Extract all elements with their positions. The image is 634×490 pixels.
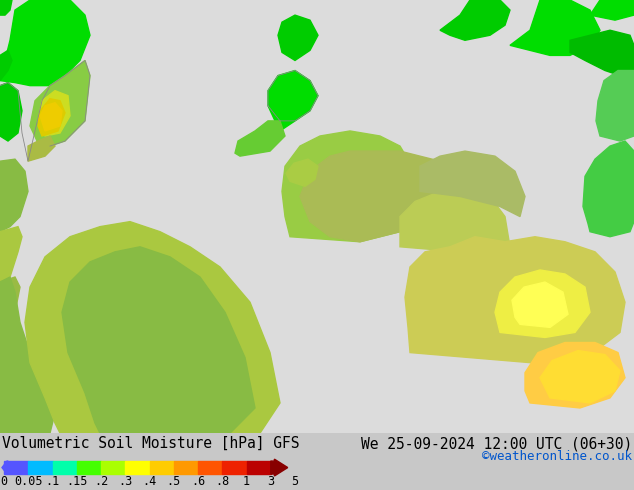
- Bar: [77, 461, 101, 474]
- FancyArrow shape: [271, 459, 288, 476]
- Polygon shape: [525, 343, 625, 408]
- Polygon shape: [405, 237, 625, 363]
- Text: We 25-09-2024 12:00 UTC (06+30): We 25-09-2024 12:00 UTC (06+30): [361, 436, 632, 451]
- Bar: [29, 461, 53, 474]
- Polygon shape: [38, 98, 65, 136]
- Polygon shape: [583, 141, 634, 237]
- Bar: [223, 461, 247, 474]
- Bar: [174, 461, 198, 474]
- Polygon shape: [286, 159, 318, 186]
- Bar: [4, 461, 29, 474]
- Polygon shape: [28, 136, 55, 161]
- Polygon shape: [0, 227, 22, 282]
- Bar: [150, 461, 174, 474]
- Polygon shape: [278, 15, 318, 60]
- Polygon shape: [62, 247, 255, 433]
- Text: .3: .3: [118, 475, 133, 488]
- Polygon shape: [282, 131, 420, 242]
- Polygon shape: [0, 277, 20, 433]
- Polygon shape: [400, 186, 510, 257]
- Text: Volumetric Soil Moisture [hPa] GFS: Volumetric Soil Moisture [hPa] GFS: [2, 436, 299, 451]
- Polygon shape: [38, 91, 70, 136]
- Text: 3: 3: [267, 475, 275, 488]
- Text: 5: 5: [292, 475, 299, 488]
- Bar: [247, 461, 271, 474]
- Polygon shape: [570, 30, 634, 75]
- Polygon shape: [596, 71, 634, 141]
- Text: .6: .6: [191, 475, 205, 488]
- Text: 1: 1: [243, 475, 250, 488]
- Text: .4: .4: [143, 475, 157, 488]
- Bar: [53, 461, 77, 474]
- Polygon shape: [0, 0, 90, 86]
- FancyArrow shape: [2, 461, 8, 474]
- Polygon shape: [440, 0, 510, 40]
- Polygon shape: [420, 151, 525, 217]
- Text: .15: .15: [66, 475, 87, 488]
- Polygon shape: [40, 103, 62, 131]
- Text: .2: .2: [94, 475, 108, 488]
- Polygon shape: [510, 0, 600, 55]
- Polygon shape: [25, 221, 280, 433]
- Text: .8: .8: [215, 475, 230, 488]
- Polygon shape: [0, 159, 28, 232]
- Polygon shape: [268, 71, 318, 131]
- Bar: [126, 461, 150, 474]
- Text: .1: .1: [46, 475, 60, 488]
- Polygon shape: [512, 282, 568, 327]
- Polygon shape: [590, 0, 634, 20]
- Bar: [198, 461, 223, 474]
- Text: 0.05: 0.05: [14, 475, 42, 488]
- Polygon shape: [495, 270, 590, 338]
- Polygon shape: [540, 350, 620, 403]
- Bar: [101, 461, 126, 474]
- Polygon shape: [0, 0, 12, 15]
- Polygon shape: [30, 60, 90, 146]
- Text: .5: .5: [167, 475, 181, 488]
- Polygon shape: [0, 50, 12, 80]
- Text: 0: 0: [1, 475, 8, 488]
- Polygon shape: [235, 121, 285, 156]
- Polygon shape: [300, 151, 460, 242]
- Text: ©weatheronline.co.uk: ©weatheronline.co.uk: [482, 450, 632, 463]
- Polygon shape: [0, 83, 22, 141]
- Polygon shape: [0, 277, 55, 433]
